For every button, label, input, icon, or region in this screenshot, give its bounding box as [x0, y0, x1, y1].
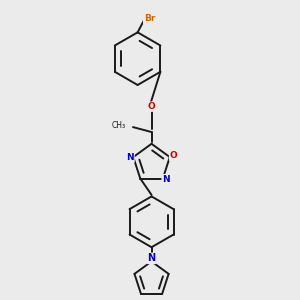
- Text: N: N: [162, 175, 170, 184]
- Text: N: N: [126, 153, 134, 162]
- Text: N: N: [148, 254, 156, 263]
- Text: Br: Br: [144, 14, 155, 23]
- Text: O: O: [169, 151, 177, 160]
- Text: O: O: [148, 102, 155, 111]
- Text: CH₃: CH₃: [112, 122, 126, 130]
